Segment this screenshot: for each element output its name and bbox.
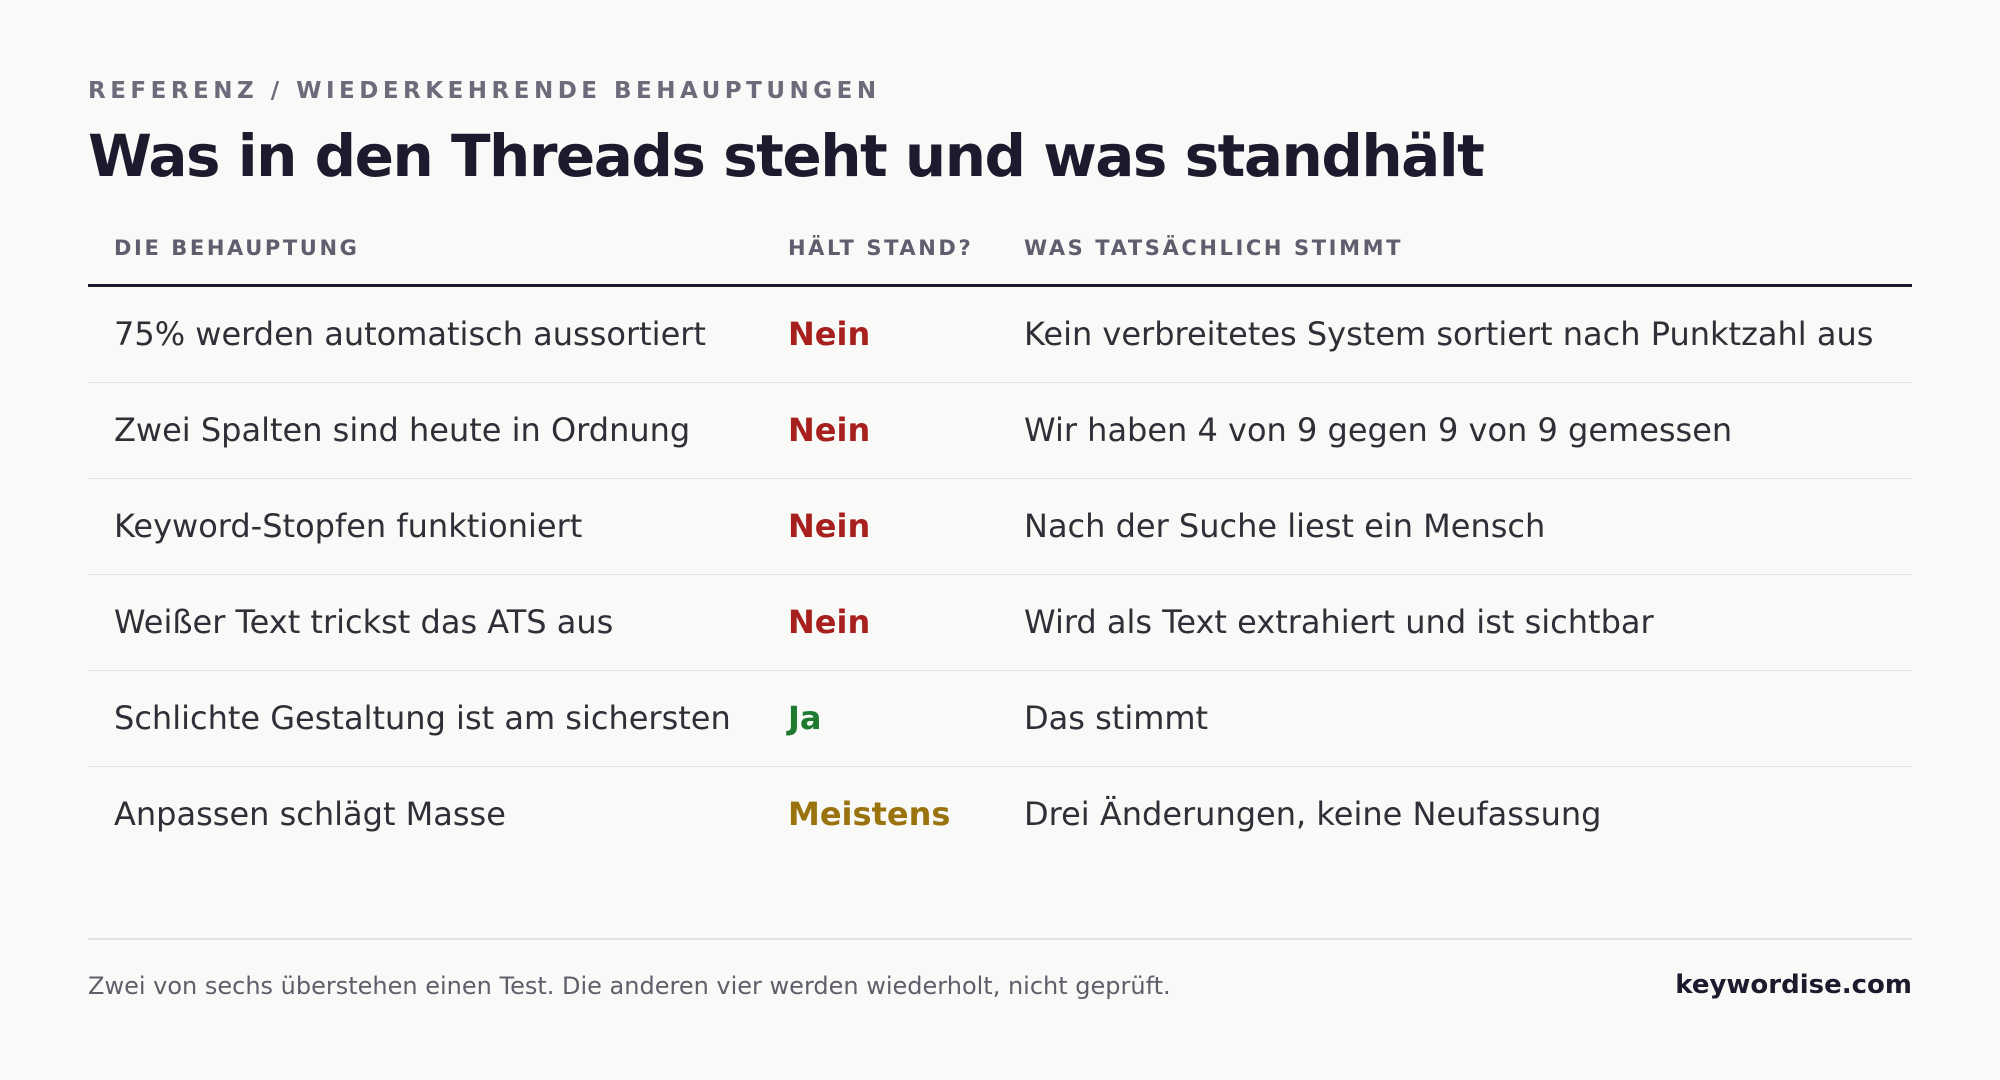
truth-cell: Das stimmt: [1024, 699, 1209, 737]
column-header-truth: WAS TATSÄCHLICH STIMMT: [1024, 236, 1403, 260]
truth-cell: Kein verbreitetes System sortiert nach P…: [1024, 315, 1874, 353]
footer-divider: [88, 938, 1912, 940]
claim-cell: Anpassen schlägt Masse: [114, 795, 506, 833]
page-title: Was in den Threads steht und was standhä…: [88, 122, 1485, 190]
claim-cell: Zwei Spalten sind heute in Ordnung: [114, 411, 691, 449]
table-row: Keyword-Stopfen funktioniert Nein Nach d…: [88, 479, 1912, 575]
verdict-cell: Nein: [788, 411, 871, 449]
verdict-cell: Meistens: [788, 795, 951, 833]
claim-cell: 75% werden automatisch aussortiert: [114, 315, 706, 353]
footnote: Zwei von sechs überstehen einen Test. Di…: [88, 972, 1171, 1000]
column-header-claim: DIE BEHAUPTUNG: [114, 236, 360, 260]
truth-cell: Nach der Suche liest ein Mensch: [1024, 507, 1546, 545]
table-row: Anpassen schlägt Masse Meistens Drei Änd…: [88, 767, 1912, 862]
claim-cell: Keyword-Stopfen funktioniert: [114, 507, 583, 545]
column-header-verdict: HÄLT STAND?: [788, 236, 974, 260]
table-row: Weißer Text trickst das ATS aus Nein Wir…: [88, 575, 1912, 671]
truth-cell: Wird als Text extrahiert und ist sichtba…: [1024, 603, 1654, 641]
verdict-cell: Ja: [788, 699, 822, 737]
verdict-cell: Nein: [788, 315, 871, 353]
table-row: 75% werden automatisch aussortiert Nein …: [88, 287, 1912, 383]
table-row: Schlichte Gestaltung ist am sichersten J…: [88, 671, 1912, 767]
verdict-cell: Nein: [788, 507, 871, 545]
breadcrumb: REFERENZ / WIEDERKEHRENDE BEHAUPTUNGEN: [88, 78, 881, 104]
truth-cell: Drei Änderungen, keine Neufassung: [1024, 795, 1602, 833]
claim-cell: Schlichte Gestaltung ist am sichersten: [114, 699, 731, 737]
table-row: Zwei Spalten sind heute in Ordnung Nein …: [88, 383, 1912, 479]
claims-table: DIE BEHAUPTUNG HÄLT STAND? WAS TATSÄCHLI…: [88, 230, 1912, 862]
brand-logo-text: keywordise.com: [1675, 970, 1912, 1000]
page-content: REFERENZ / WIEDERKEHRENDE BEHAUPTUNGEN W…: [88, 0, 1912, 1080]
verdict-cell: Nein: [788, 603, 871, 641]
claim-cell: Weißer Text trickst das ATS aus: [114, 603, 614, 641]
truth-cell: Wir haben 4 von 9 gegen 9 von 9 gemessen: [1024, 411, 1733, 449]
table-header: DIE BEHAUPTUNG HÄLT STAND? WAS TATSÄCHLI…: [88, 230, 1912, 287]
